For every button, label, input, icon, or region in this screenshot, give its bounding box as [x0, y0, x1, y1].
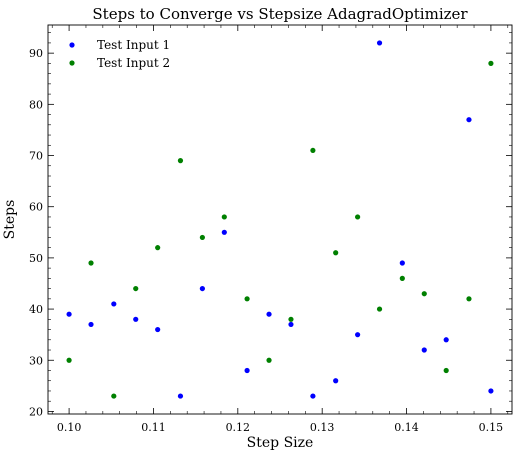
data-point-series-1 [155, 326, 161, 333]
data-point-series-1 [244, 367, 250, 374]
y-axis-title: Steps [2, 200, 18, 240]
legend-label-test-input-1: Test Input 1 [97, 38, 170, 52]
data-point-series-1 [399, 260, 405, 266]
y-tick-label: 30 [29, 354, 43, 367]
data-point-series-1 [443, 337, 449, 343]
data-point-series-1 [488, 388, 494, 394]
data-point-series-1 [88, 321, 94, 328]
data-point-series-1 [266, 311, 272, 317]
legend-label-test-input-2: Test Input 2 [97, 56, 170, 70]
y-tick-label: 90 [29, 47, 43, 60]
legend-marker-test-input-1 [69, 42, 75, 48]
plot-area [47, 24, 513, 415]
data-point-series-2 [133, 285, 139, 292]
data-point-series-2 [244, 296, 250, 302]
data-point-series-2 [421, 291, 427, 297]
y-tick-label: 20 [29, 405, 43, 418]
data-point-series-1 [221, 229, 227, 235]
x-tick-label: 0.15 [479, 421, 504, 434]
y-tick-label: 60 [29, 201, 43, 214]
x-tick-label: 0.10 [57, 421, 82, 434]
data-point-series-1 [133, 316, 139, 322]
data-point-series-2 [466, 296, 472, 302]
data-point-series-2 [443, 367, 449, 374]
data-point-series-1 [66, 311, 72, 317]
data-point-series-1 [355, 332, 361, 338]
data-point-series-2 [333, 250, 339, 256]
data-point-series-1 [421, 347, 427, 353]
data-point-series-2 [155, 245, 161, 251]
legend: Test Input 1 Test Input 2 [69, 38, 170, 70]
y-tick-label: 40 [29, 303, 43, 316]
data-point-series-2 [310, 147, 316, 154]
data-point-series-2 [199, 234, 205, 241]
data-point-series-2 [221, 214, 227, 220]
data-point-series-2 [177, 158, 184, 164]
data-point-series-1 [466, 117, 472, 123]
y-tick-label: 50 [29, 252, 43, 265]
x-axis-title: Step Size [247, 435, 314, 451]
data-point-series-1 [376, 40, 383, 46]
data-point-series-2 [288, 316, 294, 322]
data-points [66, 40, 494, 399]
data-point-series-1 [310, 393, 316, 399]
x-tick-label: 0.13 [310, 421, 335, 434]
data-point-series-1 [288, 321, 294, 328]
x-tick-label: 0.11 [141, 421, 166, 434]
data-point-series-2 [266, 357, 272, 363]
x-tick-label: 0.14 [394, 421, 419, 434]
plot-frame [47, 24, 513, 415]
y-tick-label: 70 [29, 150, 43, 163]
data-point-series-1 [333, 378, 339, 384]
data-point-series-2 [376, 306, 383, 312]
data-point-series-2 [488, 60, 494, 66]
data-point-series-2 [355, 214, 361, 220]
chart-title: Steps to Converge vs Stepsize AdagradOpt… [92, 5, 468, 23]
legend-marker-test-input-2 [69, 60, 75, 66]
data-point-series-2 [88, 260, 94, 266]
data-point-series-2 [66, 357, 72, 363]
y-axis: 20 30 40 50 60 70 80 90 [29, 32, 512, 418]
data-point-series-1 [177, 393, 184, 399]
x-axis: 0.10 0.11 0.12 0.13 0.14 0.15 [51, 25, 509, 434]
data-point-series-1 [111, 301, 117, 307]
data-point-series-1 [199, 285, 205, 292]
x-tick-label: 0.12 [226, 421, 251, 434]
y-tick-label: 80 [29, 98, 43, 111]
data-point-series-2 [111, 393, 117, 399]
data-point-series-2 [399, 275, 405, 281]
